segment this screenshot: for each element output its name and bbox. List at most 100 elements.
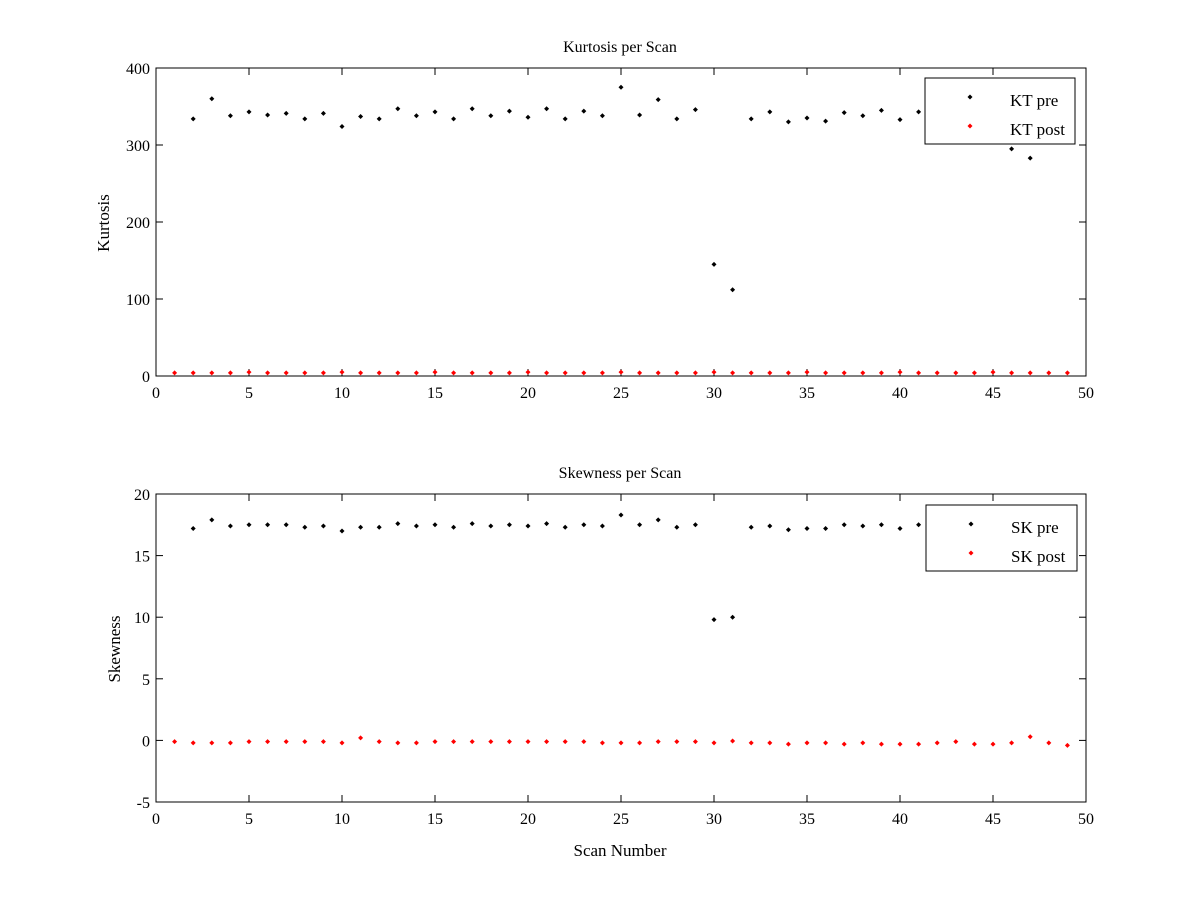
data-point-kt-post: [1027, 370, 1033, 376]
data-point-sk-post: [1046, 740, 1052, 746]
data-point-sk-post: [172, 739, 178, 745]
data-point-sk-post: [878, 741, 884, 747]
data-point-kt-post: [1009, 370, 1015, 376]
data-point-sk-pre: [320, 523, 326, 529]
data-point-sk-pre: [804, 525, 810, 531]
data-point-kt-pre: [302, 116, 308, 122]
data-point-sk-pre: [711, 617, 717, 623]
data-point-kt-post: [376, 370, 382, 376]
data-point-sk-pre: [395, 521, 401, 527]
data-point-kt-pre: [506, 108, 512, 114]
kurtosis-y-axis-label: Kurtosis: [94, 194, 113, 252]
data-point-kt-pre: [376, 116, 382, 122]
data-point-sk-post: [506, 739, 512, 745]
kurtosis-legend: KT pre KT post: [924, 77, 1076, 145]
data-point-sk-post: [767, 740, 773, 746]
data-point-kt-pre: [320, 110, 326, 116]
data-point-sk-post: [599, 740, 605, 746]
series-kt-post: [172, 369, 1070, 376]
data-point-kt-post: [971, 370, 977, 376]
data-point-kt-pre: [916, 109, 922, 115]
data-point-sk-pre: [339, 528, 345, 534]
data-point-kt-pre: [562, 116, 568, 122]
data-point-kt-post: [488, 370, 494, 376]
data-point-sk-pre: [469, 521, 475, 527]
data-point-sk-post: [916, 741, 922, 747]
data-point-kt-post: [451, 370, 457, 376]
data-point-kt-post: [581, 370, 587, 376]
data-point-kt-pre: [785, 119, 791, 125]
skewness-x-tick-label: 20: [520, 811, 536, 828]
skewness-x-tick-label: 50: [1078, 811, 1094, 828]
data-point-sk-pre: [544, 521, 550, 527]
data-point-sk-pre: [767, 523, 773, 529]
data-point-kt-post: [283, 370, 289, 376]
data-point-kt-pre: [413, 113, 419, 119]
data-point-sk-pre: [209, 517, 215, 523]
data-point-sk-post: [990, 741, 996, 747]
data-point-sk-pre: [413, 523, 419, 529]
data-point-kt-post: [209, 370, 215, 376]
data-point-kt-post: [525, 369, 531, 375]
data-point-kt-pre: [451, 116, 457, 122]
data-point-sk-post: [860, 740, 866, 746]
data-point-sk-post: [302, 739, 308, 745]
data-point-sk-pre: [358, 524, 364, 530]
data-point-sk-pre: [897, 525, 903, 531]
data-point-sk-post: [283, 739, 289, 745]
data-point-sk-pre: [525, 523, 531, 529]
data-point-kt-pre: [339, 124, 345, 130]
kurtosis-subplot: Kurtosis per Scan Kurtosis 0 5 10 15 20 25 30 3…: [94, 39, 1094, 402]
data-point-kt-pre: [544, 106, 550, 112]
data-point-kt-pre: [190, 116, 196, 122]
skewness-y-tick-label: 10: [134, 610, 150, 627]
data-point-sk-post: [971, 741, 977, 747]
data-point-kt-post: [767, 370, 773, 376]
skewness-x-tick-label: 15: [427, 811, 443, 828]
data-point-kt-post: [339, 369, 345, 375]
data-point-kt-post: [1046, 370, 1052, 376]
data-point-kt-pre: [599, 113, 605, 119]
kurtosis-x-tick-label: 0: [152, 385, 160, 402]
data-point-kt-pre: [711, 261, 717, 267]
kurtosis-x-tick-label: 40: [892, 385, 908, 402]
legend-label-kt-post: KT post: [1010, 120, 1065, 139]
data-point-kt-post: [860, 370, 866, 376]
skewness-x-tick-label: 0: [152, 811, 160, 828]
data-point-kt-post: [711, 369, 717, 375]
data-point-sk-post: [748, 740, 754, 746]
data-point-kt-post: [246, 369, 252, 375]
data-point-kt-pre: [804, 115, 810, 121]
data-point-sk-post: [488, 739, 494, 745]
data-point-sk-pre: [190, 525, 196, 531]
data-point-kt-pre: [841, 110, 847, 116]
data-point-sk-post: [655, 739, 661, 745]
data-point-sk-post: [190, 740, 196, 746]
data-point-sk-pre: [488, 523, 494, 529]
skewness-y-tick-label: 20: [134, 487, 150, 504]
data-point-kt-pre: [860, 113, 866, 119]
data-point-kt-pre: [730, 287, 736, 293]
skewness-y-tick-label: 0: [142, 733, 150, 750]
data-point-sk-pre: [878, 522, 884, 528]
data-point-kt-post: [785, 370, 791, 376]
data-point-kt-pre: [1027, 155, 1033, 161]
skewness-chart-title: Skewness per Scan: [559, 465, 682, 482]
kurtosis-y-tick-label: 100: [126, 292, 150, 309]
data-point-sk-pre: [265, 522, 271, 528]
data-point-kt-pre: [674, 116, 680, 122]
data-point-sk-pre: [785, 527, 791, 533]
data-point-sk-post: [953, 739, 959, 745]
data-point-kt-pre: [878, 107, 884, 113]
data-point-sk-post: [674, 739, 680, 745]
data-point-sk-post: [339, 740, 345, 746]
kurtosis-x-tick-label: 30: [706, 385, 722, 402]
data-point-kt-post: [227, 370, 233, 376]
data-point-kt-pre: [637, 112, 643, 118]
data-point-kt-post: [934, 370, 940, 376]
data-point-kt-post: [544, 370, 550, 376]
data-point-kt-post: [990, 369, 996, 375]
kurtosis-y-tick-label: 300: [126, 138, 150, 155]
legend-marker-sk-post: [968, 550, 974, 556]
